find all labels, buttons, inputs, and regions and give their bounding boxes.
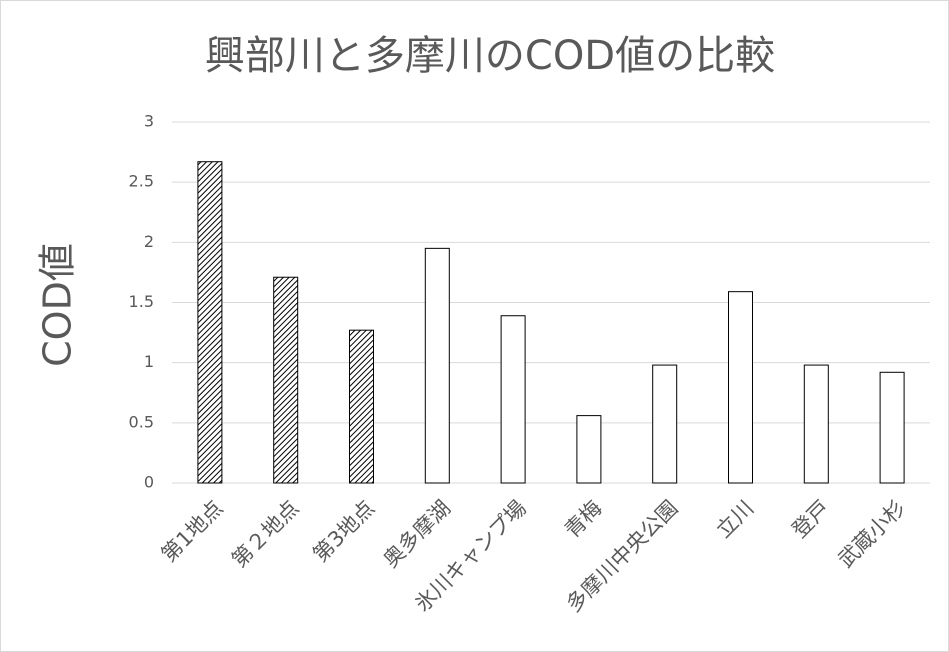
y-tick-label: 2 xyxy=(144,232,154,251)
bar xyxy=(803,364,829,484)
y-tick-label: 0 xyxy=(144,473,154,492)
y-tick-label: 1 xyxy=(144,352,154,371)
y-tick-label: 2.5 xyxy=(129,172,154,191)
bar xyxy=(652,364,678,484)
y-axis-label: COD値 xyxy=(36,243,80,367)
y-tick-label: 1.5 xyxy=(129,292,154,311)
y-tick-label: 3 xyxy=(144,112,154,131)
bar xyxy=(576,415,602,484)
chart-title: 興部川と多摩川のCOD値の比較 xyxy=(205,33,775,79)
bar xyxy=(728,291,753,484)
y-tick-label: 0.5 xyxy=(129,412,154,431)
bar xyxy=(197,161,223,484)
bar xyxy=(879,371,905,484)
bar xyxy=(349,329,374,484)
bar xyxy=(500,315,526,484)
bar xyxy=(424,247,450,484)
bar xyxy=(273,276,299,484)
